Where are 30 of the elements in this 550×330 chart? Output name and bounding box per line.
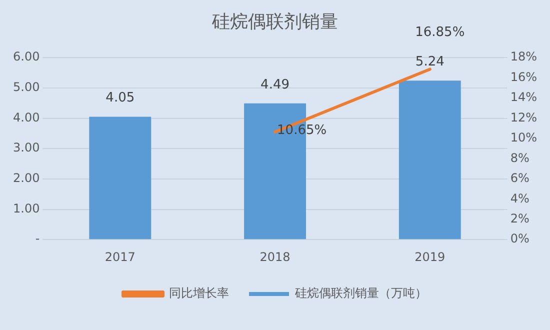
x-tick-label: 2019 [414,250,446,264]
y-tick-label: 4.00 [13,110,40,124]
y2-tick-label: 0% [510,232,530,246]
y2-tick-label: 18% [510,50,537,64]
x-tick-label: 2018 [260,250,290,264]
bar [398,80,461,240]
y-tick-label: - [35,232,40,246]
bar [89,116,152,240]
y2-tick-label: 10% [510,130,537,145]
legend-label: 同比增长率 [169,286,229,300]
y2-tick-label: 6% [510,171,530,186]
data-label: 10.65% [277,122,327,138]
data-label: 5.24 [415,54,444,70]
y-tick-label: 1.00 [13,201,40,216]
y2-tick-label: 2% [510,212,530,226]
data-label: 4.05 [106,90,135,106]
y-tick-label: 2.00 [13,171,40,186]
legend-label: 硅烷偶联剂销量（万吨） [294,286,427,300]
x-tick-label: 2017 [104,250,136,264]
y2-tick-label: 8% [510,150,530,165]
y2-tick-label: 14% [510,90,537,104]
y2-tick-label: 16% [510,70,537,84]
y-tick-label: 6.00 [13,50,40,64]
y2-tick-label: 4% [510,191,530,206]
data-label: 16.85% [415,25,465,40]
y2-tick-label: 12% [510,110,537,124]
data-label: 4.49 [260,77,290,92]
y-tick-label: 5.00 [13,80,40,94]
chart-title: 硅烷偶联剂销量 [211,11,338,32]
y-tick-label: 3.00 [13,140,40,155]
